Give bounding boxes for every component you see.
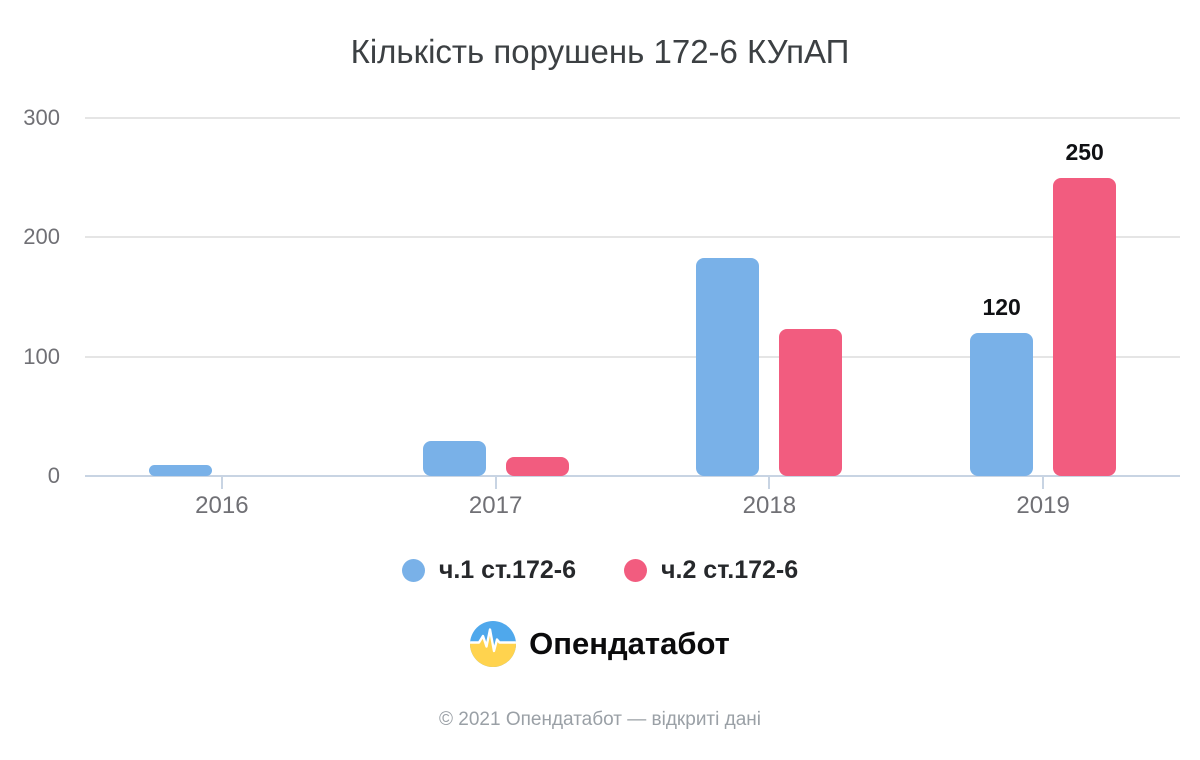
bar-group-2017 (422, 118, 569, 476)
logo-pulse-wave (470, 628, 517, 667)
bar-s0-2019 (970, 333, 1034, 476)
x-axis-label: 2018 (742, 492, 797, 519)
x-axis-line (85, 475, 1180, 477)
bar-value-label: 250 (1065, 139, 1104, 165)
copyright-text: © 2021 Опендатабот — відкриті дані (439, 709, 761, 730)
bar-s1-2019 (1053, 178, 1117, 476)
bar-slot-s1-2017 (505, 118, 569, 476)
bar-group-2018 (696, 118, 843, 476)
bar-s0-2018 (696, 258, 760, 476)
bar-slot-s1-2019: 250 (1053, 118, 1117, 476)
legend-swatch-icon (624, 559, 647, 582)
bar-slot-s1-2018 (779, 118, 843, 476)
y-axis-label: 100 (23, 343, 60, 369)
bar-group-2016 (148, 118, 295, 476)
bar-s0-2017 (422, 441, 486, 476)
bar-slot-s0-2016 (148, 118, 212, 476)
brand-name: Опендатабот (529, 626, 730, 661)
legend-label: ч.1 ст.172-6 (438, 556, 576, 584)
chart-legend: ч.1 ст.172-6 ч.2 ст.172-6 (0, 556, 1200, 585)
x-axis-label: 2016 (195, 492, 249, 519)
brand: Опендатабот (0, 621, 1200, 667)
legend-item: ч.1 ст.172-6 (401, 556, 576, 585)
x-axis-tick (220, 476, 223, 489)
bar-s0-2016 (148, 465, 212, 476)
bar-slot-s0-2017 (422, 118, 486, 476)
chart-title: Кількість порушень 172-6 КУпАП (350, 33, 850, 70)
bar-slot-s1-2016 (232, 118, 295, 476)
x-axis-label: 2019 (1016, 492, 1070, 519)
legend-item: ч.2 ст.172-6 (624, 556, 798, 585)
opendatabot-logo-icon (470, 621, 517, 667)
y-gridline (85, 236, 1180, 239)
x-axis-tick (1042, 476, 1045, 489)
y-gridline (85, 355, 1180, 358)
bar-group-2019: 120 250 (970, 118, 1117, 476)
bar-slot-s0-2018 (696, 118, 760, 476)
y-axis-label: 200 (23, 224, 60, 250)
x-axis-tick (768, 476, 771, 489)
y-axis-label: 300 (23, 105, 60, 130)
bar-s1-2017 (505, 457, 569, 476)
bar-value-label: 120 (982, 294, 1021, 320)
legend-label: ч.2 ст.172-6 (661, 556, 799, 584)
y-axis-label: 0 (47, 463, 60, 488)
bar-s1-2018 (779, 329, 843, 476)
x-axis-label: 2017 (468, 492, 523, 519)
bar-slot-s0-2019: 120 (970, 118, 1034, 476)
legend-swatch-icon (401, 559, 425, 582)
bar-chart: 0 100 200 300 2016 2017 2018 2019 120 250 (23, 105, 1180, 519)
y-gridline (85, 117, 1180, 119)
x-axis-tick (494, 476, 497, 489)
